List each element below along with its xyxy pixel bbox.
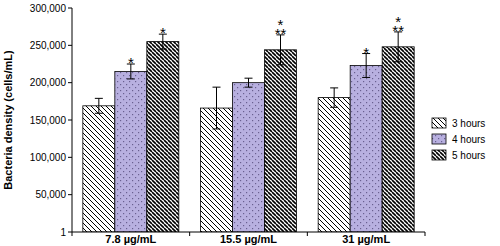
legend-label: 3 hours xyxy=(452,118,485,129)
bar xyxy=(147,42,179,232)
y-tick-label: 250,000 xyxy=(30,40,67,51)
x-tick xyxy=(189,232,190,236)
x-tick xyxy=(425,232,426,236)
x-axis xyxy=(72,232,425,233)
legend: 3 hours 4 hours 5 hours xyxy=(432,118,485,161)
y-tick-label: 50,000 xyxy=(35,189,66,200)
bar xyxy=(233,83,265,232)
bar xyxy=(350,65,382,232)
error-bar xyxy=(95,98,103,113)
y-axis xyxy=(72,8,73,232)
y-tick xyxy=(68,8,72,9)
y-tick xyxy=(68,45,72,46)
bar xyxy=(265,50,297,232)
y-tick xyxy=(68,157,72,158)
x-tick-label: 7.8 µg/mL xyxy=(105,233,156,245)
y-tick-label: 1 xyxy=(60,227,66,238)
x-tick xyxy=(72,232,73,236)
error-bar xyxy=(330,88,338,107)
x-tick-label: 31 µg/mL xyxy=(342,233,390,245)
y-tick-label: 100,000 xyxy=(30,152,67,163)
bar xyxy=(318,98,350,232)
y-tick xyxy=(68,120,72,121)
x-tick-label: 15.5 µg/mL xyxy=(220,233,277,245)
bar xyxy=(83,106,115,232)
legend-swatch xyxy=(432,150,446,160)
significance-mark: ** xyxy=(392,22,404,39)
y-tick xyxy=(68,194,72,195)
y-tick xyxy=(68,232,72,233)
significance-mark: ** xyxy=(275,25,287,42)
legend-label: 5 hours xyxy=(452,150,485,161)
y-tick-label: 150,000 xyxy=(30,115,67,126)
legend-label: 4 hours xyxy=(452,134,485,145)
error-bar xyxy=(245,78,253,87)
legend-swatch xyxy=(432,134,446,144)
y-tick-label: 300,000 xyxy=(30,3,67,14)
bar xyxy=(382,47,414,232)
significance-mark: * xyxy=(128,54,134,71)
y-axis-label: Bacteria density (cells/mL) xyxy=(2,50,14,190)
y-tick xyxy=(68,82,72,83)
significance-mark: * xyxy=(160,24,166,41)
legend-swatch xyxy=(432,118,446,128)
significance-mark: * xyxy=(363,44,369,61)
x-tick xyxy=(307,232,308,236)
bar xyxy=(115,71,147,232)
chart: 150,000100,000150,000200,000250,000300,0… xyxy=(0,0,500,246)
bars xyxy=(83,32,414,232)
y-tick-label: 200,000 xyxy=(30,77,67,88)
error-bar xyxy=(213,87,221,129)
